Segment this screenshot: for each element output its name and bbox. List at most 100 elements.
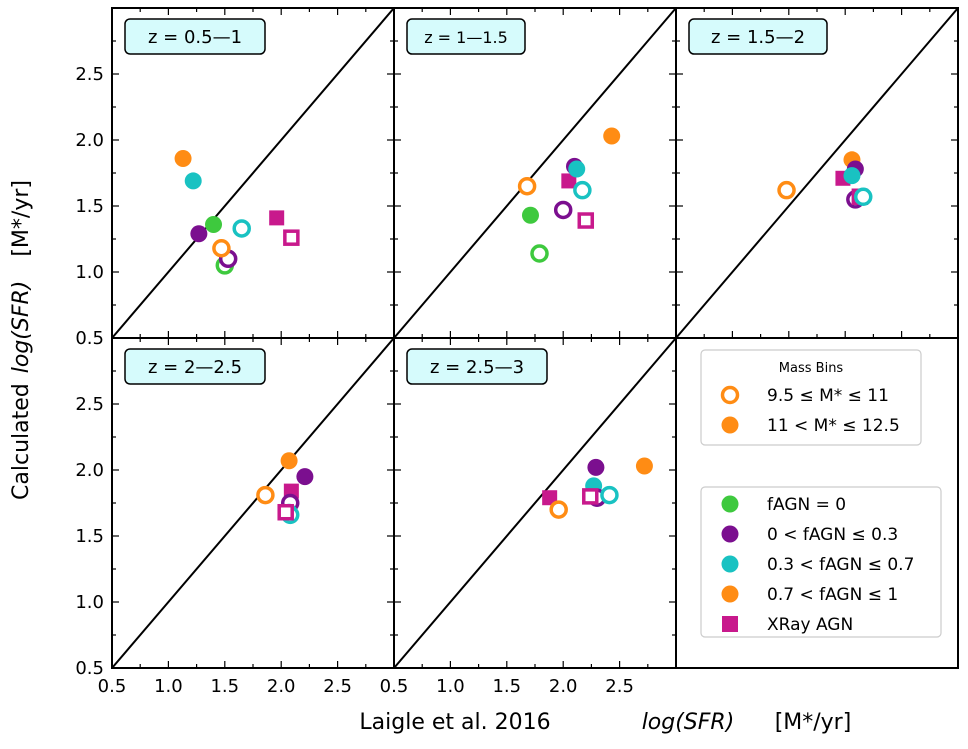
x-tick-label: 0.5 xyxy=(380,676,409,697)
panel-4-plot-area xyxy=(394,338,676,668)
mass-legend-box xyxy=(700,349,922,446)
panel-1: z = 1—1.5 xyxy=(394,8,676,338)
panel-0-label-box xyxy=(124,18,266,55)
y-axis-title: Calculated log(SFR) [M*/yr] xyxy=(9,180,34,500)
one-to-one-line xyxy=(394,8,676,338)
mass-legend-title: Mass Bins xyxy=(779,361,844,376)
y-tick-label: 2.5 xyxy=(75,394,104,415)
data-point-fAGN03-low xyxy=(553,200,573,220)
x-axis-quantity: log(SFR) xyxy=(642,710,735,735)
x-tick-label: 1.0 xyxy=(154,676,183,697)
data-point-fAGN1-low xyxy=(549,500,568,519)
y-axis-label: Calculated xyxy=(9,383,34,500)
one-to-one-line xyxy=(112,338,394,668)
panel-4-redshift-label: z = 2.5—3 xyxy=(430,357,524,378)
data-point-fAGN1-high xyxy=(174,149,192,167)
legend-circle-marker xyxy=(721,495,739,513)
y-tick-label: 0.5 xyxy=(75,328,104,349)
one-to-one-line xyxy=(112,8,394,338)
y-tick-label: 1.0 xyxy=(75,262,104,283)
x-tick-label: 1.5 xyxy=(210,676,239,697)
legend-circle-marker xyxy=(721,525,739,543)
panel-0-redshift-label: z = 0.5—1 xyxy=(148,27,242,48)
data-point-xray-high xyxy=(561,173,577,189)
class-legend-label: 0.3 < fAGN ≤ 0.7 xyxy=(767,555,914,575)
panel-1-label-box xyxy=(406,18,526,55)
panel-4: z = 2.5—3 xyxy=(394,338,676,668)
ticks-layer: 0.5 1.0 1.5 2.0 2.5 0.5 1.0 1.5 2.0 2.5 0.5 1.0 1.5 2… xyxy=(75,8,958,697)
panel-0-plot-area xyxy=(112,8,394,338)
mass-legend-label: 11 < M* ≤ 12.5 xyxy=(767,416,900,436)
legend-open-circle-marker xyxy=(720,385,740,405)
data-point-xray-low xyxy=(277,503,294,521)
panels-layer: z = 0.5—1 z = 1—1.5 z = 1.5—2 z = 2—2.5 z = … xyxy=(112,8,958,668)
data-point-fAGN1-low xyxy=(777,180,796,200)
data-point-fAGN1-high xyxy=(280,452,298,470)
x-axis-units: [M*/yr] xyxy=(775,710,852,735)
class-legend-label: fAGN = 0 xyxy=(767,495,846,515)
data-point-xray-low xyxy=(283,229,300,246)
panel-1-plot-area xyxy=(394,8,676,338)
data-point-fAGN1-low xyxy=(256,485,275,505)
y-axis-quantity: log(SFR) xyxy=(9,281,34,374)
legend-layer: Mass Bins 9.5 ≤ M* ≤ 11 11 < M* ≤ 12.5 fAGN… xyxy=(700,349,942,638)
data-point-xray-low xyxy=(577,212,595,229)
data-point-fAGN0-low xyxy=(530,244,549,263)
panel-3-plot-area xyxy=(112,338,394,668)
x-axis-label: Laigle et al. 2016 xyxy=(359,710,550,735)
panel-4-label-box xyxy=(406,348,548,385)
data-point-fAGN1-high xyxy=(635,457,653,475)
data-point-fAGN0-high xyxy=(521,206,539,224)
legend-circle-marker xyxy=(721,585,739,603)
x-tick-label: 1.5 xyxy=(492,676,521,697)
panel-2-plot-area xyxy=(676,8,958,338)
panel-0: z = 0.5—1 xyxy=(112,8,394,338)
y-tick-label: 2.0 xyxy=(75,130,104,151)
x-tick-label: 2.0 xyxy=(267,676,296,697)
y-tick-label: 1.5 xyxy=(75,196,104,217)
data-point-fAGN1-low xyxy=(517,176,537,196)
panel-1-redshift-label: z = 1—1.5 xyxy=(424,28,508,47)
data-point-fAGN07-high xyxy=(843,167,861,185)
panel-2: z = 1.5—2 xyxy=(676,8,958,338)
data-point-fAGN07-high xyxy=(184,172,202,190)
class-legend-label: 0.7 < fAGN ≤ 1 xyxy=(767,585,898,605)
data-point-fAGN07-low xyxy=(232,219,251,238)
data-point-fAGN1-low xyxy=(212,238,231,258)
mass-bins-legend: Mass Bins 9.5 ≤ M* ≤ 11 11 < M* ≤ 12.5 xyxy=(700,349,922,446)
data-point-fAGN03-high xyxy=(190,225,208,243)
data-point-fAGN0-high xyxy=(205,215,223,233)
data-point-fAGN07-low xyxy=(600,485,619,505)
data-point-fAGN07-low xyxy=(573,180,592,200)
data-point-fAGN1-high xyxy=(603,127,621,145)
x-tick-label: 2.5 xyxy=(323,676,352,697)
one-to-one-line xyxy=(676,8,958,338)
y-tick-label: 1.5 xyxy=(75,526,104,547)
panel-3: z = 2—2.5 xyxy=(112,338,394,668)
legend-circle-marker xyxy=(721,555,739,573)
x-tick-label: 2.0 xyxy=(549,676,578,697)
data-point-xray-high xyxy=(269,210,285,226)
data-point-fAGN03-high xyxy=(587,458,605,476)
data-point-fAGN07-high xyxy=(568,160,586,178)
y-tick-label: 2.0 xyxy=(75,460,104,481)
x-tick-label: 0.5 xyxy=(98,676,127,697)
data-point-xray-low xyxy=(582,488,599,505)
class-legend-label: 0 < fAGN ≤ 0.3 xyxy=(767,525,898,545)
data-point-fAGN03-high xyxy=(296,468,314,486)
x-tick-label: 1.0 xyxy=(436,676,465,697)
panel-3-label-box xyxy=(124,348,266,385)
y-axis-units: [M*/yr] xyxy=(9,180,34,257)
data-point-xray-high xyxy=(542,490,558,506)
x-tick-label: 2.5 xyxy=(605,676,634,697)
class-legend-label: XRay AGN xyxy=(767,615,853,635)
legend-square-marker xyxy=(722,616,738,632)
one-to-one-line xyxy=(394,338,676,668)
class-legend-box xyxy=(700,486,942,638)
data-point-fAGN07-low xyxy=(853,187,873,207)
y-tick-label: 1.0 xyxy=(75,592,104,613)
mass-legend-label: 9.5 ≤ M* ≤ 11 xyxy=(767,386,889,406)
y-tick-label: 2.5 xyxy=(75,64,104,85)
panel-2-label-box xyxy=(688,18,828,55)
